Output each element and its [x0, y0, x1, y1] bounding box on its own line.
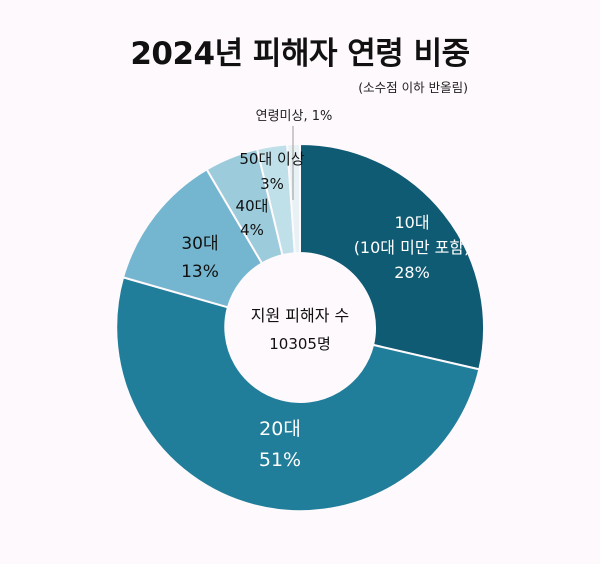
slice-10s — [299, 142, 486, 371]
slice-20s — [115, 276, 481, 513]
label-30s-pct: 13% — [181, 262, 219, 282]
label-20s-pct: 51% — [258, 449, 302, 471]
slice-unknown — [286, 142, 301, 255]
label-10s-pct: 28% — [394, 263, 430, 282]
chart-subtitle: (소수점 이하 반올림) — [358, 80, 468, 95]
label-10s-sub: (10대 미만 포함) — [353, 238, 471, 257]
label-50s-plus-pct: 3% — [260, 175, 284, 193]
label-40s-pct: 4% — [240, 221, 264, 239]
center-title: 지원 피해자 수 — [250, 306, 350, 325]
slice-30s — [121, 168, 264, 309]
label-20s-name: 20대 — [259, 418, 301, 440]
label-20s: 20대 51% — [230, 420, 330, 470]
center-value: 10305명 — [269, 335, 331, 353]
label-50s-plus: 50대 이상 3% — [232, 152, 312, 192]
label-30s: 30대 13% — [160, 236, 240, 281]
label-unknown: 연령미상, 1% — [255, 109, 333, 124]
label-10s: 10대 (10대 미만 포함) 28% — [322, 215, 502, 281]
label-40s: 40대 4% — [222, 199, 282, 238]
label-50s-plus-name: 50대 이상 — [239, 150, 305, 168]
center-label: 지원 피해자 수 10305명 — [225, 308, 375, 352]
label-30s-name: 30대 — [181, 234, 219, 254]
label-10s-name: 10대 — [394, 213, 430, 232]
chart-title: 2024년 피해자 연령 비중 — [130, 36, 470, 72]
label-40s-name: 40대 — [235, 197, 269, 215]
